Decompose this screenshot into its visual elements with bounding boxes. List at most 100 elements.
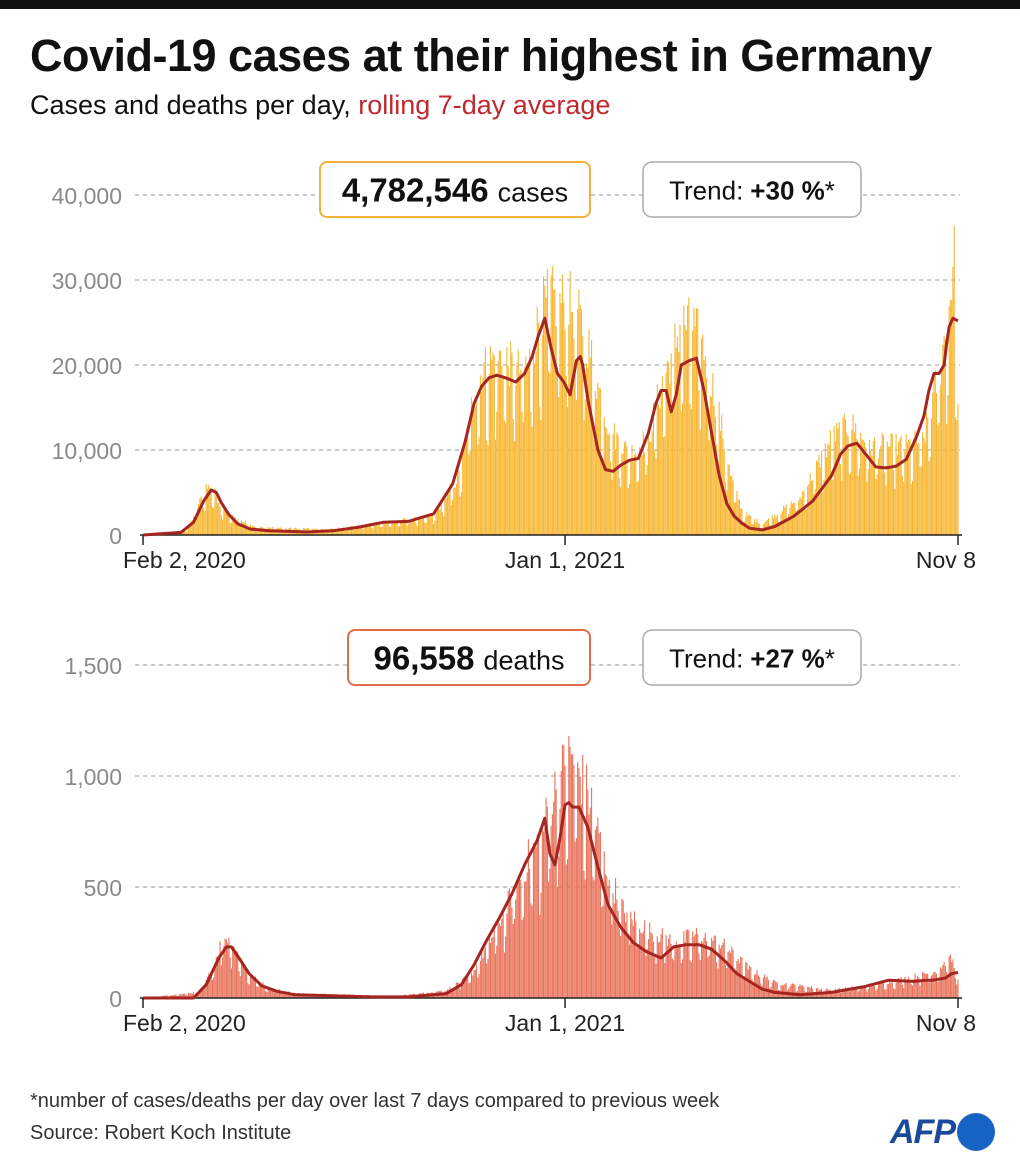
daily-bar: [546, 806, 548, 998]
daily-bar: [842, 988, 844, 998]
y-tick-label: 40,000: [52, 183, 122, 209]
daily-bar: [807, 986, 809, 998]
daily-bar: [282, 993, 284, 998]
daily-bar: [661, 376, 663, 535]
daily-bar: [252, 979, 254, 998]
daily-bar: [738, 963, 740, 998]
trend-text: Trend: +27 %*: [669, 644, 835, 674]
daily-bar: [582, 754, 584, 998]
daily-bar: [827, 443, 829, 535]
daily-bar: [924, 973, 926, 998]
daily-bar: [233, 516, 235, 535]
daily-bar: [808, 986, 810, 998]
daily-bar: [220, 515, 222, 535]
daily-bar: [591, 787, 593, 998]
daily-bar: [952, 959, 954, 998]
daily-bar: [894, 988, 896, 998]
daily-bar: [458, 470, 460, 535]
daily-bar: [582, 335, 584, 535]
daily-bar: [454, 487, 456, 535]
daily-bar: [191, 520, 193, 535]
daily-bar: [721, 945, 723, 998]
daily-bar: [844, 419, 847, 535]
daily-bar: [866, 991, 868, 998]
daily-bar: [433, 524, 435, 535]
daily-bar: [482, 958, 484, 998]
daily-bar: [620, 936, 622, 998]
daily-bar: [640, 455, 642, 535]
total-label: deaths: [483, 646, 564, 676]
daily-bar: [679, 944, 681, 998]
daily-bar: [886, 984, 888, 998]
daily-bar: [588, 814, 590, 998]
daily-bar: [391, 522, 393, 535]
daily-bar: [554, 771, 556, 998]
daily-bar: [425, 523, 427, 535]
daily-bar: [656, 936, 658, 998]
daily-bar: [834, 441, 836, 535]
daily-bar: [359, 526, 361, 535]
daily-bar: [703, 360, 705, 535]
daily-bar: [556, 886, 558, 998]
daily-bar: [791, 983, 794, 998]
daily-bar: [532, 843, 534, 998]
daily-bar: [601, 462, 603, 535]
daily-bar: [574, 373, 576, 535]
daily-bar: [847, 435, 849, 535]
daily-bar: [254, 527, 257, 535]
daily-bar: [668, 362, 670, 535]
daily-bar: [536, 834, 538, 998]
daily-bar: [242, 962, 244, 998]
daily-bar: [583, 420, 585, 535]
daily-bar: [910, 483, 912, 535]
trend-suffix: *: [825, 644, 835, 674]
daily-bar: [550, 825, 552, 998]
daily-bar: [927, 417, 929, 535]
daily-bar: [551, 266, 553, 535]
daily-bar: [810, 480, 812, 535]
daily-bar: [664, 962, 666, 998]
daily-bar: [896, 455, 898, 535]
daily-bar: [185, 531, 187, 535]
daily-bar: [839, 464, 842, 535]
daily-bar: [409, 520, 411, 535]
daily-bar: [911, 480, 914, 535]
daily-bar: [567, 407, 569, 535]
daily-bar: [918, 977, 920, 998]
daily-bar: [615, 449, 617, 535]
daily-bar: [219, 506, 221, 535]
daily-bar: [531, 426, 533, 535]
daily-bar: [217, 956, 219, 998]
daily-bar: [335, 530, 337, 535]
daily-bar: [699, 960, 701, 998]
daily-bar: [575, 837, 577, 998]
daily-bar: [534, 363, 536, 535]
daily-bar: [503, 420, 505, 535]
daily-bar: [922, 432, 924, 535]
daily-bar: [385, 521, 387, 535]
daily-bar: [828, 445, 830, 535]
daily-bar: [841, 480, 843, 535]
daily-bar: [836, 990, 838, 998]
daily-bar: [627, 937, 629, 998]
daily-bar: [767, 979, 770, 998]
daily-bar: [771, 515, 773, 535]
daily-bar: [286, 991, 288, 998]
daily-bar: [848, 991, 850, 998]
daily-bar: [869, 440, 871, 535]
daily-bar: [786, 517, 788, 535]
daily-bar: [737, 499, 739, 535]
daily-bar: [531, 905, 533, 998]
daily-bar: [687, 929, 689, 998]
daily-bar: [272, 990, 274, 998]
daily-bar: [496, 945, 498, 998]
daily-bar: [386, 523, 388, 535]
daily-bar: [180, 993, 182, 998]
daily-bar: [455, 483, 457, 535]
daily-bar: [599, 388, 601, 535]
daily-bar: [889, 980, 891, 998]
daily-bar: [476, 964, 478, 998]
daily-bar: [191, 993, 193, 998]
daily-bar: [645, 955, 647, 998]
daily-bar: [692, 931, 694, 998]
